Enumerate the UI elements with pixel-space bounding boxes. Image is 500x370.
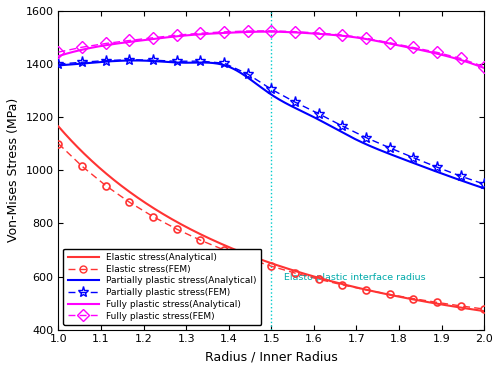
Y-axis label: Von-Mises Stress (MPa): Von-Mises Stress (MPa) bbox=[7, 98, 20, 242]
Text: Elasto-plastic interface radius: Elasto-plastic interface radius bbox=[284, 273, 426, 282]
X-axis label: Radius / Inner Radius: Radius / Inner Radius bbox=[205, 350, 338, 363]
Legend: Elastic stress(Analytical), Elastic stress(FEM), Partially plastic stress(Analyt: Elastic stress(Analytical), Elastic stre… bbox=[63, 249, 262, 325]
